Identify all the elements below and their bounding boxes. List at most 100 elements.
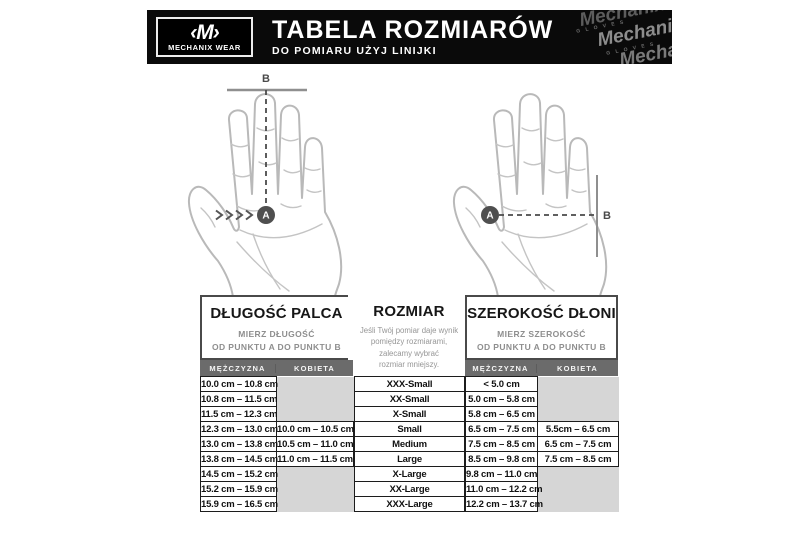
point-b-label: B — [262, 73, 270, 85]
table-cell: 15.2 cm – 15.9 cm — [200, 481, 278, 497]
point-a-marker — [257, 206, 275, 224]
table-cell: 15.9 cm – 16.5 cm — [200, 496, 278, 512]
table-cell: 12.2 cm – 13.7 cm — [465, 496, 543, 512]
table-row: 13.8 cm – 14.5 cm 11.0 cm – 11.5 cm — [200, 451, 354, 467]
table-cell: XXX-Large — [354, 496, 465, 512]
col-header-men: MĘŻCZYZNA — [200, 363, 276, 373]
table-cell: Medium — [354, 436, 465, 452]
header-titles: TABELA ROZMIARÓW DO POMIARU UŻYJ LINIJKI — [272, 15, 554, 57]
point-b-label: B — [603, 210, 611, 222]
table-cell: 7.5 cm – 8.5 cm — [537, 451, 619, 467]
table-cell: 10.0 cm – 10.5 cm — [276, 421, 354, 437]
table-row: 11.0 cm – 12.2 cm — [465, 481, 619, 497]
point-a-marker — [481, 206, 499, 224]
table-cell: 8.5 cm – 9.8 cm — [465, 451, 538, 467]
point-a-label: A — [486, 211, 493, 222]
table-cell: 10.0 cm – 10.8 cm — [200, 376, 278, 392]
table-cell: 11.0 cm – 12.2 cm — [465, 481, 543, 497]
table-row: < 5.0 cm — [465, 376, 619, 422]
finger-length-title: DŁUGOŚĆ PALCA — [210, 305, 343, 322]
table-row: 15.9 cm – 16.5 cm — [200, 496, 354, 512]
table-row: Medium — [354, 436, 465, 452]
table-cell: 5.0 cm – 5.8 cm — [465, 391, 538, 407]
note-line: Jeśli Twój pomiar daje wynik — [359, 326, 459, 335]
table-cell: 13.0 cm – 13.8 cm — [200, 436, 278, 452]
table-cell: 6.5 cm – 7.5 cm — [537, 436, 619, 452]
empty-cell-block — [276, 466, 354, 512]
note-line: pomiędzy rozmiarami, — [370, 337, 448, 347]
table-cell: Small — [354, 421, 465, 437]
table-row: XX-Small — [354, 391, 465, 407]
table-row: 12.3 cm – 13.0 cm 10.0 cm – 10.5 cm — [200, 421, 354, 437]
table-cell: 5.8 cm – 6.5 cm — [465, 406, 538, 422]
table-row: XXX-Small — [354, 376, 465, 392]
instruction-line: OD PUNKTU A DO PUNKTU B — [477, 342, 606, 353]
col-header-women: KOBIETA — [294, 363, 335, 373]
table-row: Large — [354, 451, 465, 467]
table-cell: 11.5 cm – 12.3 cm — [200, 406, 278, 422]
table-row: 13.0 cm – 13.8 cm 10.5 cm – 11.0 cm — [200, 436, 354, 452]
table-cell: 7.5 cm – 8.5 cm — [465, 436, 538, 452]
instruction-line: MIERZ SZEROKOŚĆ — [497, 329, 586, 339]
palm-width-table: < 5.0 cm 5.0 cm – 5.8 cm 5.8 cm – 6.5 cm… — [465, 376, 619, 512]
table-row: Small — [354, 421, 465, 437]
point-a-label: A — [262, 211, 269, 222]
section-size: ROZMIAR Jeśli Twój pomiar daje wynik pom… — [348, 295, 470, 371]
empty-cell-block — [537, 466, 619, 512]
size-note: Jeśli Twój pomiar daje wynik pomiędzy ro… — [348, 325, 470, 370]
palm-width-title: SZEROKOŚĆ DŁONI — [467, 305, 616, 322]
table-cell: X-Small — [354, 406, 465, 422]
table-row: 7.5 cm – 8.5 cm 6.5 cm – 7.5 cm — [465, 436, 619, 452]
empty-cell-block — [537, 376, 619, 422]
table-row: 5.0 cm – 5.8 cm — [465, 391, 619, 407]
table-cell: XX-Large — [354, 481, 465, 497]
table-row: 10.0 cm – 10.8 cm — [200, 376, 354, 422]
table-row: 6.5 cm – 7.5 cm 5.5cm – 6.5 cm — [465, 421, 619, 437]
note-line: zalecamy wybrać — [379, 348, 439, 358]
table-cell: 9.8 cm – 11.0 cm — [465, 466, 538, 482]
left-hand-illustration: A B — [187, 73, 343, 297]
table-row: 11.5 cm – 12.3 cm — [200, 406, 354, 422]
page-subtitle: DO POMIARU UŻYJ LINIJKI — [272, 44, 437, 57]
header-bar: ‹M› MECHANIX WEAR TABELA ROZMIARÓW DO PO… — [147, 10, 672, 64]
table-row: 14.5 cm – 15.2 cm — [200, 466, 354, 512]
instruction-line: MIERZ DŁUGOŚĆ — [238, 329, 315, 339]
table-cell: < 5.0 cm — [465, 376, 538, 392]
table-cell: 10.5 cm – 11.0 cm — [276, 436, 354, 452]
section-palm-width: SZEROKOŚĆ DŁONI MIERZ SZEROKOŚĆ OD PUNKT… — [465, 295, 618, 360]
table-row: 8.5 cm – 9.8 cm 7.5 cm – 8.5 cm — [465, 451, 619, 467]
mechanix-logo: ‹M› MECHANIX WEAR — [156, 17, 253, 57]
palm-width-column-headers: MĘŻCZYZNA KOBIETA — [465, 360, 618, 376]
right-hand-illustration: A B — [452, 93, 611, 297]
logo-m-icon: ‹M› — [190, 20, 220, 44]
left-hand-diagram: A B — [183, 64, 353, 297]
table-cell: 14.5 cm – 15.2 cm — [200, 466, 278, 482]
watermark: Mechanix G L O V E S Mechanix G L O V E … — [562, 10, 672, 64]
arrow-chevrons-icon — [215, 209, 254, 221]
table-cell: 11.0 cm – 11.5 cm — [276, 451, 354, 467]
right-hand-diagram: A B — [448, 64, 618, 297]
table-cell: X-Large — [354, 466, 465, 482]
table-row: 12.2 cm – 13.7 cm — [465, 496, 619, 512]
table-cell: Large — [354, 451, 465, 467]
page-title: TABELA ROZMIARÓW — [272, 15, 554, 44]
table-cell: 13.8 cm – 14.5 cm — [200, 451, 278, 467]
section-finger-length: DŁUGOŚĆ PALCA MIERZ DŁUGOŚĆ OD PUNKTU A … — [200, 295, 353, 360]
table-row: XX-Large — [354, 481, 465, 497]
finger-length-instructions: MIERZ DŁUGOŚĆ OD PUNKTU A DO PUNKTU B — [202, 328, 351, 354]
table-cell: 6.5 cm – 7.5 cm — [465, 421, 538, 437]
col-header-men: MĘŻCZYZNA — [465, 363, 537, 373]
note-line: rozmiar mniejszy. — [378, 359, 440, 369]
table-row: XXX-Large — [354, 496, 465, 512]
finger-length-column-headers: MĘŻCZYZNA KOBIETA — [200, 360, 353, 376]
table-cell: 10.8 cm – 11.5 cm — [200, 391, 278, 407]
col-header-women: KOBIETA — [557, 363, 598, 373]
size-title: ROZMIAR — [373, 303, 445, 320]
empty-cell-block — [276, 376, 354, 422]
palm-width-instructions: MIERZ SZEROKOŚĆ OD PUNKTU A DO PUNKTU B — [467, 328, 616, 354]
table-row: X-Small — [354, 406, 465, 422]
finger-length-table: 10.0 cm – 10.8 cm 10.8 cm – 11.5 cm 11.5… — [200, 376, 354, 512]
size-table: XXX-Small XX-Small X-Small Small Medium … — [354, 376, 465, 512]
instruction-line: OD PUNKTU A DO PUNKTU B — [212, 342, 341, 353]
